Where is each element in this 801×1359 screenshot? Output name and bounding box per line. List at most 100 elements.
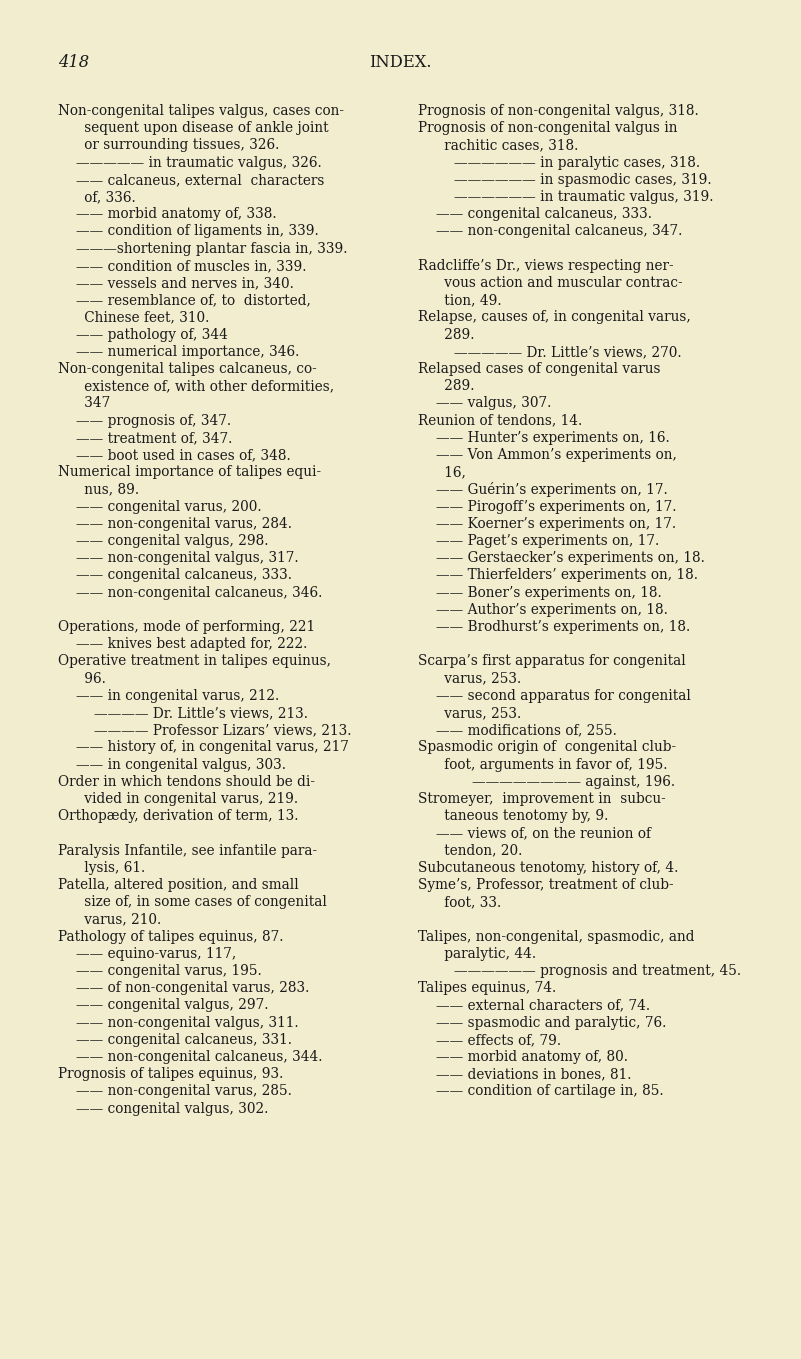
Text: rachitic cases, 318.: rachitic cases, 318. — [418, 139, 578, 152]
Text: 289.: 289. — [418, 328, 474, 341]
Text: Numerical importance of talipes equi-: Numerical importance of talipes equi- — [58, 465, 321, 480]
Text: INDEX.: INDEX. — [368, 54, 431, 71]
Text: Order in which tendons should be di-: Order in which tendons should be di- — [58, 775, 315, 788]
Text: Stromeyer,  improvement in  subcu-: Stromeyer, improvement in subcu- — [418, 792, 666, 806]
Text: —————— in spasmodic cases, 319.: —————— in spasmodic cases, 319. — [454, 173, 711, 186]
Text: —— prognosis of, 347.: —— prognosis of, 347. — [76, 413, 231, 428]
Text: —————— in traumatic valgus, 319.: —————— in traumatic valgus, 319. — [454, 190, 714, 204]
Text: or surrounding tissues, 326.: or surrounding tissues, 326. — [58, 139, 280, 152]
Text: —— history of, in congenital varus, 217: —— history of, in congenital varus, 217 — [76, 741, 349, 754]
Text: —— external characters of, 74.: —— external characters of, 74. — [436, 999, 650, 1012]
Text: paralytic, 44.: paralytic, 44. — [418, 947, 536, 961]
Text: Spasmodic origin of  congenital club-: Spasmodic origin of congenital club- — [418, 741, 676, 754]
Text: Relapse, causes of, in congenital varus,: Relapse, causes of, in congenital varus, — [418, 310, 690, 325]
Text: Prognosis of non-congenital valgus, 318.: Prognosis of non-congenital valgus, 318. — [418, 105, 698, 118]
Text: Operations, mode of performing, 221: Operations, mode of performing, 221 — [58, 620, 315, 635]
Text: —— condition of muscles in, 339.: —— condition of muscles in, 339. — [76, 258, 307, 273]
Text: —— morbid anatomy of, 80.: —— morbid anatomy of, 80. — [436, 1051, 628, 1064]
Text: —— non-congenital calcaneus, 347.: —— non-congenital calcaneus, 347. — [436, 224, 682, 238]
Text: —— views of, on the reunion of: —— views of, on the reunion of — [436, 826, 651, 840]
Text: —— congenital valgus, 298.: —— congenital valgus, 298. — [76, 534, 268, 548]
Text: ————— Dr. Little’s views, 270.: ————— Dr. Little’s views, 270. — [454, 345, 682, 359]
Text: ———— Professor Lizars’ views, 213.: ———— Professor Lizars’ views, 213. — [94, 723, 352, 737]
Text: foot, arguments in favor of, 195.: foot, arguments in favor of, 195. — [418, 757, 667, 772]
Text: —— Pirogoff’s experiments on, 17.: —— Pirogoff’s experiments on, 17. — [436, 500, 677, 514]
Text: Reunion of tendons, 14.: Reunion of tendons, 14. — [418, 413, 582, 428]
Text: —— congenital calcaneus, 331.: —— congenital calcaneus, 331. — [76, 1033, 292, 1046]
Text: —— Koerner’s experiments on, 17.: —— Koerner’s experiments on, 17. — [436, 516, 676, 531]
Text: vous action and muscular contrac-: vous action and muscular contrac- — [418, 276, 682, 289]
Text: —— Brodhurst’s experiments on, 18.: —— Brodhurst’s experiments on, 18. — [436, 620, 690, 635]
Text: vided in congenital varus, 219.: vided in congenital varus, 219. — [58, 792, 298, 806]
Text: foot, 33.: foot, 33. — [418, 896, 501, 909]
Text: —— Paget’s experiments on, 17.: —— Paget’s experiments on, 17. — [436, 534, 659, 548]
Text: —— Von Ammon’s experiments on,: —— Von Ammon’s experiments on, — [436, 448, 677, 462]
Text: —————— prognosis and treatment, 45.: —————— prognosis and treatment, 45. — [454, 964, 741, 978]
Text: —— non-congenital calcaneus, 344.: —— non-congenital calcaneus, 344. — [76, 1051, 323, 1064]
Text: ———shortening plantar fascia in, 339.: ———shortening plantar fascia in, 339. — [76, 242, 348, 255]
Text: —— Boner’s experiments on, 18.: —— Boner’s experiments on, 18. — [436, 586, 662, 599]
Text: Chinese feet, 310.: Chinese feet, 310. — [58, 310, 209, 325]
Text: Prognosis of talipes equinus, 93.: Prognosis of talipes equinus, 93. — [58, 1067, 284, 1082]
Text: —— second apparatus for congenital: —— second apparatus for congenital — [436, 689, 691, 703]
Text: —— in congenital varus, 212.: —— in congenital varus, 212. — [76, 689, 280, 703]
Text: Syme’s, Professor, treatment of club-: Syme’s, Professor, treatment of club- — [418, 878, 674, 892]
Text: —— effects of, 79.: —— effects of, 79. — [436, 1033, 562, 1046]
Text: —— Guérin’s experiments on, 17.: —— Guérin’s experiments on, 17. — [436, 482, 668, 497]
Text: ————— in traumatic valgus, 326.: ————— in traumatic valgus, 326. — [76, 155, 322, 170]
Text: Radcliffe’s Dr., views respecting ner-: Radcliffe’s Dr., views respecting ner- — [418, 258, 674, 273]
Text: —— non-congenital valgus, 317.: —— non-congenital valgus, 317. — [76, 552, 299, 565]
Text: Orthopædy, derivation of term, 13.: Orthopædy, derivation of term, 13. — [58, 809, 299, 824]
Text: —— valgus, 307.: —— valgus, 307. — [436, 397, 551, 410]
Text: Prognosis of non-congenital valgus in: Prognosis of non-congenital valgus in — [418, 121, 678, 135]
Text: —— treatment of, 347.: —— treatment of, 347. — [76, 431, 232, 444]
Text: 418: 418 — [58, 54, 89, 71]
Text: 347: 347 — [58, 397, 111, 410]
Text: lysis, 61.: lysis, 61. — [58, 860, 145, 875]
Text: —— vessels and nerves in, 340.: —— vessels and nerves in, 340. — [76, 276, 294, 289]
Text: —— congenital valgus, 302.: —— congenital valgus, 302. — [76, 1102, 268, 1116]
Text: size of, in some cases of congenital: size of, in some cases of congenital — [58, 896, 327, 909]
Text: —— congenital valgus, 297.: —— congenital valgus, 297. — [76, 999, 268, 1012]
Text: varus, 210.: varus, 210. — [58, 912, 161, 927]
Text: taneous tenotomy by, 9.: taneous tenotomy by, 9. — [418, 809, 609, 824]
Text: —— Gerstaecker’s experiments on, 18.: —— Gerstaecker’s experiments on, 18. — [436, 552, 705, 565]
Text: —— non-congenital varus, 285.: —— non-congenital varus, 285. — [76, 1084, 292, 1098]
Text: Talipes equinus, 74.: Talipes equinus, 74. — [418, 981, 556, 995]
Text: —— knives best adapted for, 222.: —— knives best adapted for, 222. — [76, 637, 308, 651]
Text: —— morbid anatomy of, 338.: —— morbid anatomy of, 338. — [76, 207, 276, 222]
Text: —— non-congenital valgus, 311.: —— non-congenital valgus, 311. — [76, 1015, 299, 1030]
Text: Relapsed cases of congenital varus: Relapsed cases of congenital varus — [418, 361, 661, 376]
Text: Pathology of talipes equinus, 87.: Pathology of talipes equinus, 87. — [58, 930, 284, 943]
Text: —— Author’s experiments on, 18.: —— Author’s experiments on, 18. — [436, 603, 668, 617]
Text: Paralysis Infantile, see infantile para-: Paralysis Infantile, see infantile para- — [58, 844, 317, 858]
Text: —— equino-varus, 117,: —— equino-varus, 117, — [76, 947, 236, 961]
Text: ———————— against, 196.: ———————— against, 196. — [472, 775, 675, 788]
Text: Subcutaneous tenotomy, history of, 4.: Subcutaneous tenotomy, history of, 4. — [418, 860, 678, 875]
Text: —————— in paralytic cases, 318.: —————— in paralytic cases, 318. — [454, 155, 700, 170]
Text: ———— Dr. Little’s views, 213.: ———— Dr. Little’s views, 213. — [94, 705, 308, 720]
Text: 289.: 289. — [418, 379, 474, 393]
Text: —— Hunter’s experiments on, 16.: —— Hunter’s experiments on, 16. — [436, 431, 670, 444]
Text: —— of non-congenital varus, 283.: —— of non-congenital varus, 283. — [76, 981, 309, 995]
Text: nus, 89.: nus, 89. — [58, 482, 139, 496]
Text: of, 336.: of, 336. — [58, 190, 135, 204]
Text: tion, 49.: tion, 49. — [418, 294, 501, 307]
Text: existence of, with other deformities,: existence of, with other deformities, — [58, 379, 334, 393]
Text: —— congenital varus, 195.: —— congenital varus, 195. — [76, 964, 262, 978]
Text: Non-congenital talipes calcaneus, co-: Non-congenital talipes calcaneus, co- — [58, 361, 316, 376]
Text: —— Thierfelders’ experiments on, 18.: —— Thierfelders’ experiments on, 18. — [436, 568, 698, 583]
Text: —— pathology of, 344: —— pathology of, 344 — [76, 328, 227, 341]
Text: Talipes, non-congenital, spasmodic, and: Talipes, non-congenital, spasmodic, and — [418, 930, 694, 943]
Text: —— modifications of, 255.: —— modifications of, 255. — [436, 723, 617, 737]
Text: —— congenital varus, 200.: —— congenital varus, 200. — [76, 500, 262, 514]
Text: Patella, altered position, and small: Patella, altered position, and small — [58, 878, 299, 892]
Text: —— condition of ligaments in, 339.: —— condition of ligaments in, 339. — [76, 224, 319, 238]
Text: —— in congenital valgus, 303.: —— in congenital valgus, 303. — [76, 757, 286, 772]
Text: —— boot used in cases of, 348.: —— boot used in cases of, 348. — [76, 448, 291, 462]
Text: tendon, 20.: tendon, 20. — [418, 844, 522, 858]
Text: —— congenital calcaneus, 333.: —— congenital calcaneus, 333. — [436, 207, 652, 222]
Text: —— congenital calcaneus, 333.: —— congenital calcaneus, 333. — [76, 568, 292, 583]
Text: Non-congenital talipes valgus, cases con-: Non-congenital talipes valgus, cases con… — [58, 105, 344, 118]
Text: —— non-congenital calcaneus, 346.: —— non-congenital calcaneus, 346. — [76, 586, 322, 599]
